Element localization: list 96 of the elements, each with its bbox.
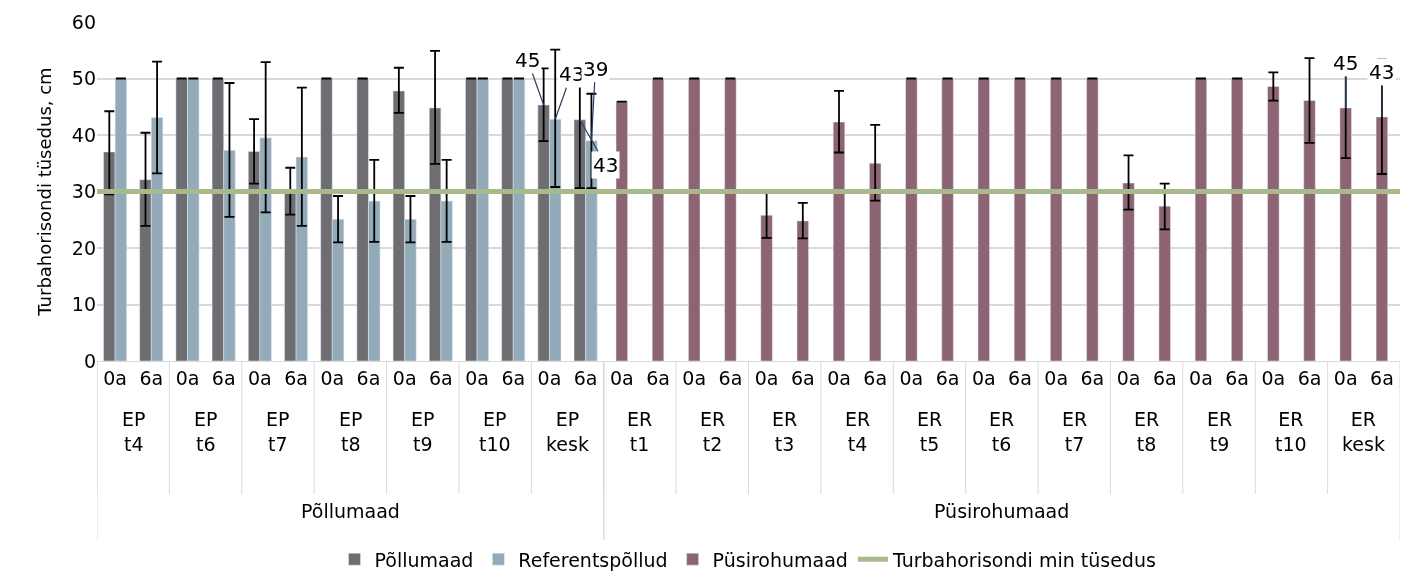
x-tick-label: 0a bbox=[899, 366, 924, 389]
y-tick-label: 10 bbox=[71, 293, 96, 316]
bar bbox=[977, 78, 990, 361]
x-tick-label: 6a bbox=[718, 366, 743, 389]
bar bbox=[1339, 107, 1352, 361]
text: EP t6 bbox=[194, 408, 218, 455]
bar bbox=[688, 78, 701, 361]
x-tick-label: 0a bbox=[1261, 366, 1286, 389]
x-tick-label: 0a bbox=[682, 366, 707, 389]
text: ER t4 bbox=[845, 408, 871, 455]
bar bbox=[1303, 100, 1316, 361]
x-tick-label: 6a bbox=[1080, 366, 1105, 389]
x-tick-label: 6a bbox=[1152, 366, 1177, 389]
y-tick-label: 0 bbox=[83, 349, 96, 372]
bar bbox=[1375, 116, 1388, 361]
data-label: 39 bbox=[583, 57, 609, 81]
x-tick-label: 0a bbox=[103, 366, 127, 389]
x-tick-label: 0a bbox=[320, 366, 345, 389]
text: Püsirohumaad bbox=[934, 500, 1070, 522]
x-tick-label: 0a bbox=[1116, 366, 1141, 389]
bar bbox=[941, 78, 954, 361]
y-tick-label: 20 bbox=[71, 236, 96, 259]
x-tick-label: 0a bbox=[392, 366, 417, 389]
bar bbox=[1267, 86, 1280, 361]
bar bbox=[615, 101, 628, 361]
text: ER t3 bbox=[772, 408, 798, 455]
bar bbox=[1050, 78, 1063, 361]
text: ER t10 bbox=[1275, 408, 1307, 455]
bar bbox=[832, 121, 846, 361]
bar bbox=[651, 78, 665, 361]
x-tick-label: 6a bbox=[501, 366, 526, 389]
x-tick-label: 6a bbox=[573, 366, 598, 389]
text: ER kesk bbox=[1342, 408, 1385, 455]
text: ER t5 bbox=[917, 408, 943, 455]
y-tick-label: 60 bbox=[71, 10, 96, 33]
text: EP t7 bbox=[266, 408, 290, 455]
x-tick-label: 0a bbox=[175, 366, 200, 389]
bar bbox=[1194, 78, 1207, 361]
bar bbox=[760, 214, 773, 361]
x-tick-label: 6a bbox=[863, 366, 888, 389]
x-tick-label: 6a bbox=[646, 366, 670, 389]
x-tick-label: 0a bbox=[971, 366, 996, 389]
bar bbox=[796, 220, 809, 361]
legend-label: Referentspõllud bbox=[518, 548, 668, 571]
legend-label: Püsirohumaad bbox=[712, 548, 848, 571]
bar bbox=[905, 78, 918, 361]
text: ER t1 bbox=[627, 408, 653, 455]
text: ER t6 bbox=[989, 408, 1015, 455]
y-tick-label: 30 bbox=[71, 180, 96, 203]
x-tick-label: 6a bbox=[790, 366, 815, 389]
x-tick-label: 6a bbox=[1225, 366, 1249, 389]
x-tick-label: 0a bbox=[1189, 366, 1213, 389]
x-tick-label: 6a bbox=[935, 366, 960, 389]
x-tick-label: 6a bbox=[356, 366, 381, 389]
x-tick-label: 6a bbox=[428, 366, 453, 389]
y-tick-label: 50 bbox=[71, 67, 96, 90]
data-label: 45 bbox=[515, 48, 541, 72]
bar bbox=[724, 78, 737, 361]
data-label: 43 bbox=[1369, 60, 1395, 84]
x-tick-label: 0a bbox=[754, 366, 779, 389]
bar bbox=[1122, 182, 1135, 361]
x-tick-label: 0a bbox=[248, 366, 272, 389]
text: ER t9 bbox=[1207, 408, 1233, 455]
x-tick-label: 0a bbox=[1044, 366, 1069, 389]
text: Põllumaad bbox=[301, 500, 400, 522]
text: EP kesk bbox=[546, 408, 589, 455]
data-label: 43 bbox=[559, 62, 585, 86]
text: ER t8 bbox=[1134, 408, 1160, 455]
text: EP t9 bbox=[411, 408, 435, 455]
x-tick-label: 6a bbox=[1008, 366, 1032, 389]
x-tick-label: 0a bbox=[537, 366, 562, 389]
y-axis-title: Turbahorisondi tüsedus, cm bbox=[34, 67, 56, 317]
text: EP t10 bbox=[479, 408, 511, 455]
text: EP t8 bbox=[339, 408, 363, 455]
bar bbox=[869, 163, 882, 361]
x-tick-label: 6a bbox=[211, 366, 236, 389]
legend-label: Turbahorisondi min tüsedus bbox=[891, 548, 1156, 571]
bar bbox=[1013, 78, 1026, 361]
x-tick-label: 0a bbox=[609, 366, 634, 389]
text: ER t2 bbox=[700, 408, 726, 455]
x-tick-label: 0a bbox=[465, 366, 489, 389]
x-tick-label: 6a bbox=[284, 366, 308, 389]
x-tick-label: 0a bbox=[1333, 366, 1358, 389]
x-tick-label: 6a bbox=[1370, 366, 1394, 389]
bar bbox=[1086, 78, 1099, 361]
data-label: 45 bbox=[1333, 51, 1359, 75]
bar bbox=[1158, 205, 1171, 361]
data-label: 43 bbox=[593, 153, 619, 177]
x-tick-label: 6a bbox=[139, 366, 164, 389]
legend-label: Põllumaad bbox=[374, 548, 474, 571]
bar bbox=[1231, 78, 1244, 361]
x-tick-label: 6a bbox=[1297, 366, 1322, 389]
text: EP t4 bbox=[122, 408, 146, 455]
text: ER t7 bbox=[1062, 408, 1088, 455]
y-tick-label: 40 bbox=[71, 123, 96, 146]
x-tick-label: 0a bbox=[827, 366, 851, 389]
